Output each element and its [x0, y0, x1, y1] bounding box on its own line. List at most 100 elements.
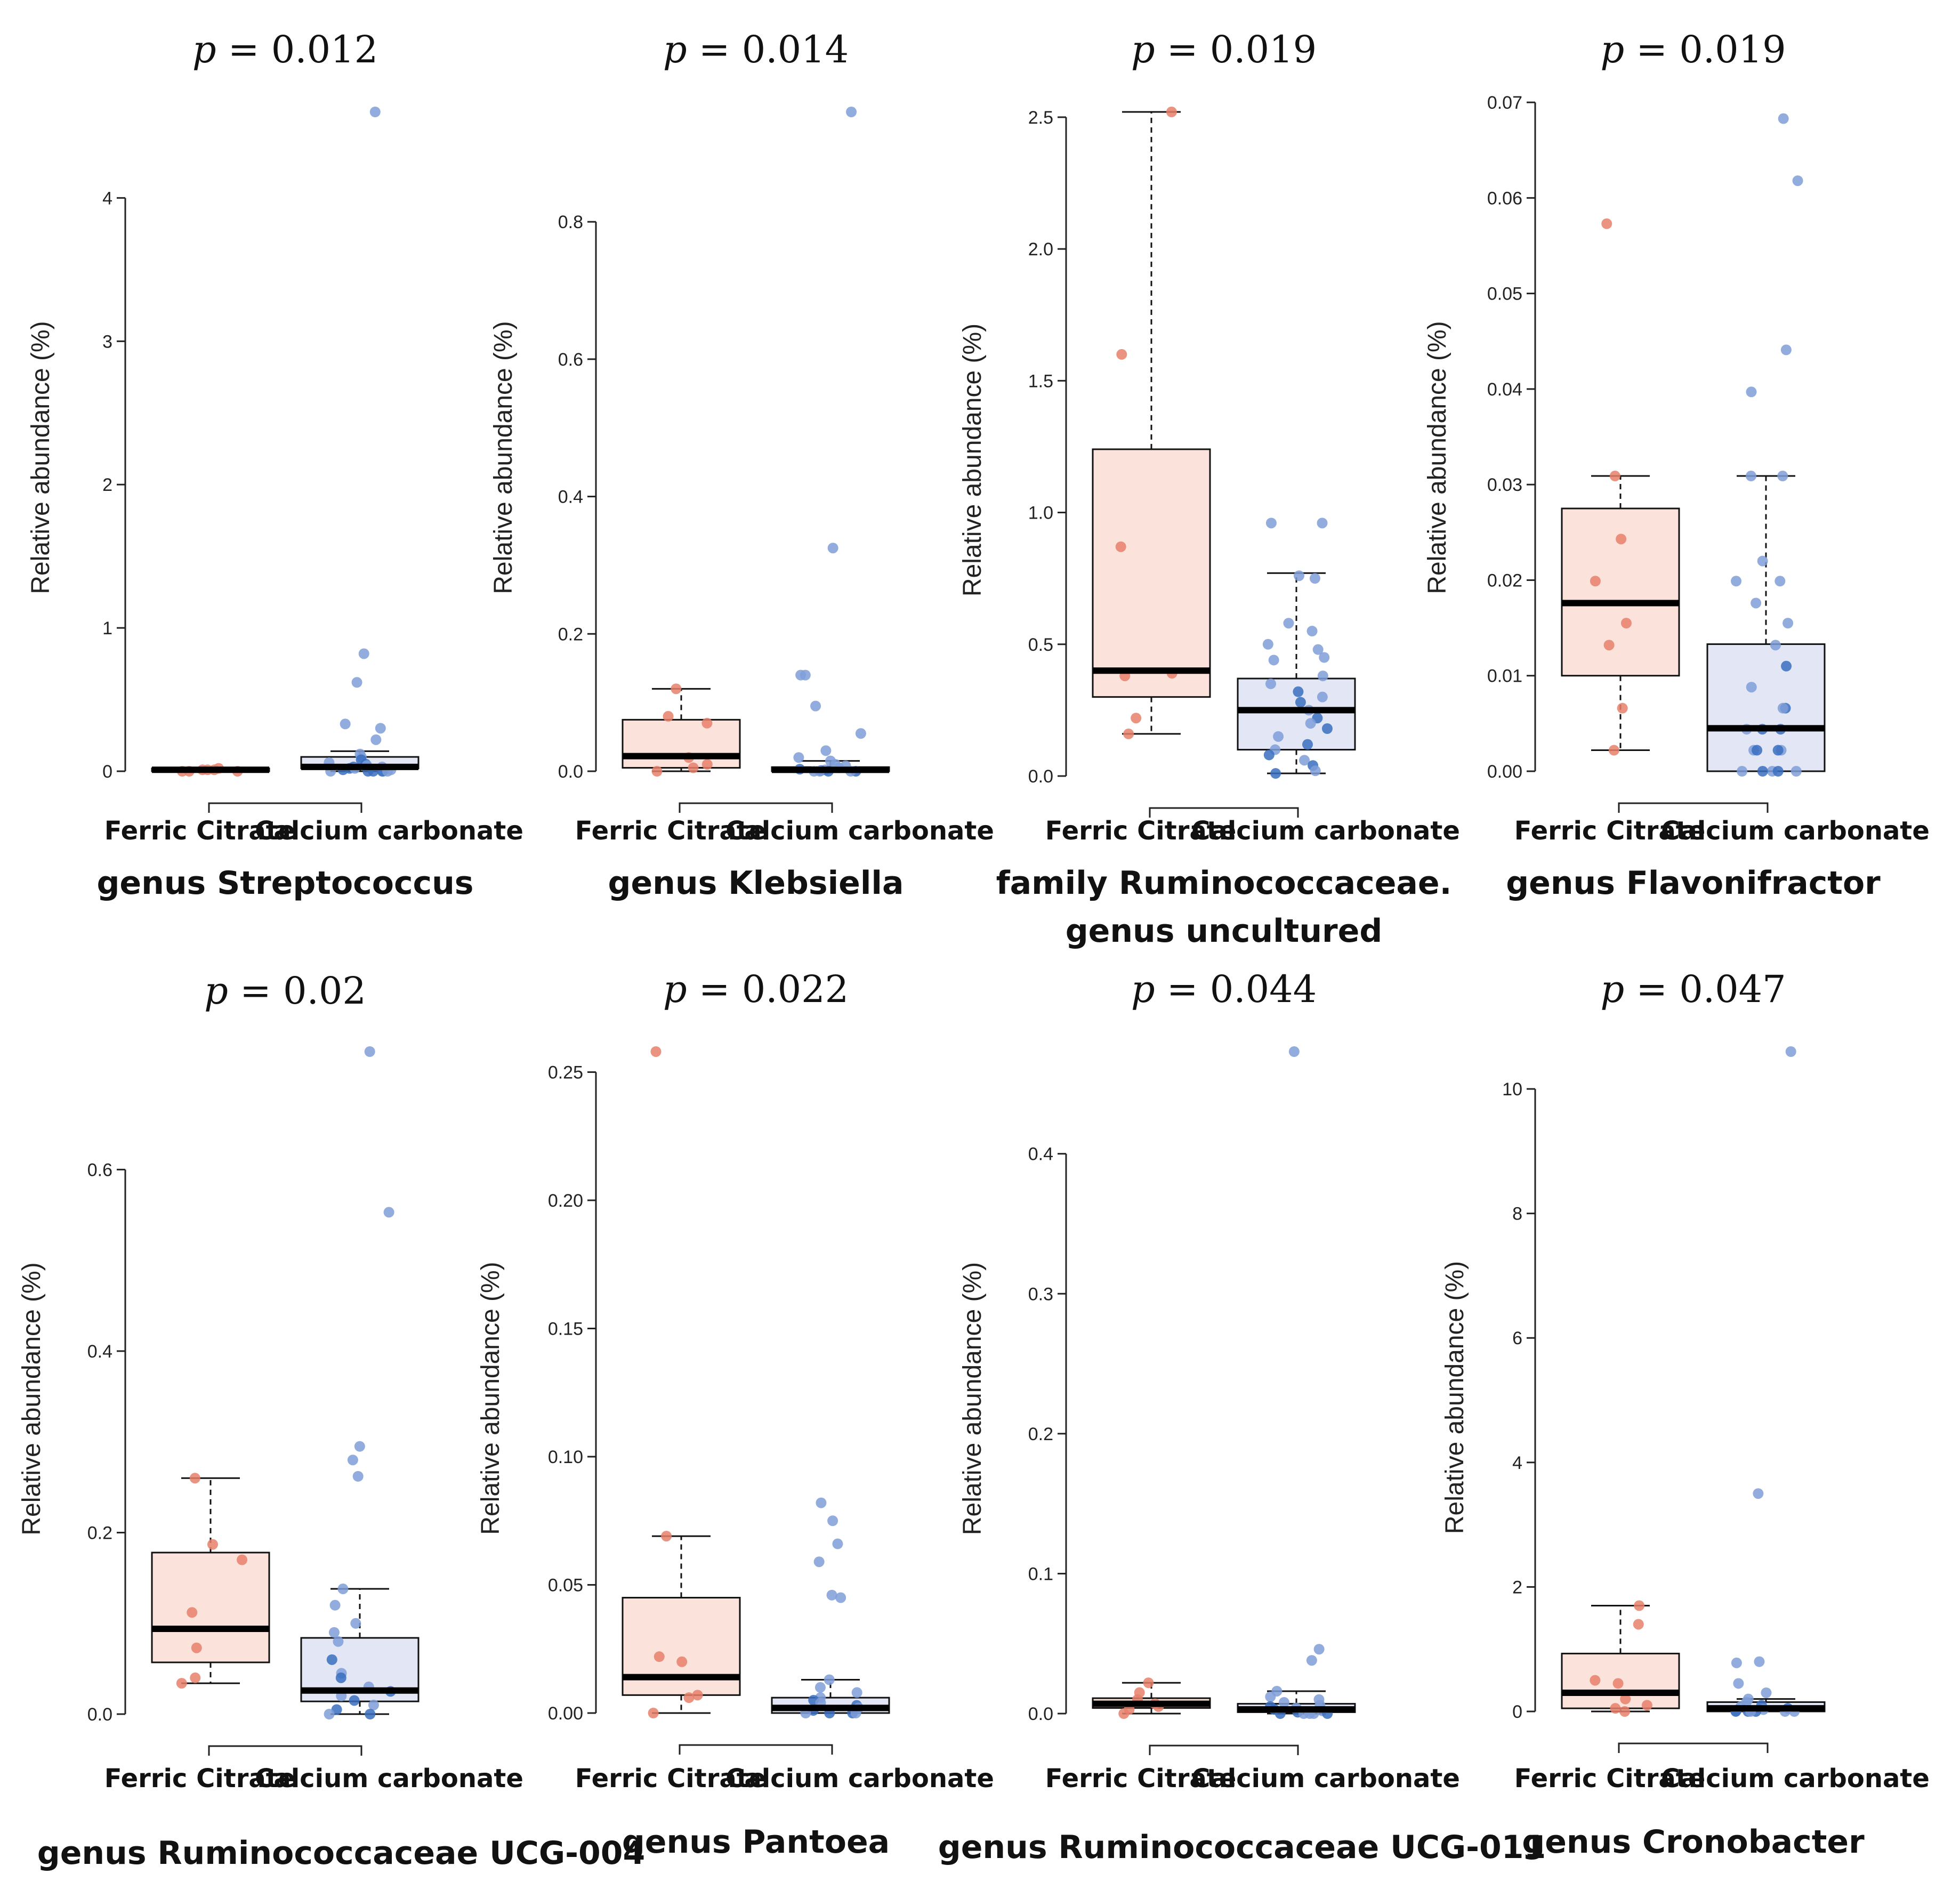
- x-category-label: Ferric Citrate: [1045, 1764, 1237, 1794]
- data-point: [176, 1678, 187, 1689]
- p-number: 0.014: [742, 28, 849, 71]
- data-point: [1772, 745, 1784, 756]
- p-symbol: p: [663, 967, 687, 1011]
- y-tick-label: 0.2: [1028, 1424, 1053, 1444]
- box-iqr: [1561, 507, 1680, 677]
- x-category-label: Calcium carbonate: [255, 816, 523, 846]
- data-point: [814, 1682, 826, 1693]
- data-point: [351, 677, 362, 688]
- box-ferric-citrate: [1561, 1600, 1680, 1717]
- y-tick-label: 4: [1512, 1453, 1522, 1473]
- data-point: [1620, 618, 1632, 629]
- data-point: [370, 734, 382, 745]
- y-tick-label: 0.8: [558, 212, 583, 232]
- p-equals: =: [1624, 28, 1679, 71]
- data-point: [1781, 660, 1792, 672]
- box-ferric-citrate: [151, 1473, 270, 1689]
- y-tick-label: 0.0: [87, 1705, 112, 1725]
- data-point: [375, 723, 386, 734]
- panel: p = 0.014 0.0 0.2 0.4 0.6 0.8 Relative abundan…: [489, 28, 994, 902]
- y-tick-label: 0: [102, 762, 112, 782]
- x-axis-bracket: [679, 802, 833, 813]
- data-point: [1751, 597, 1762, 609]
- panel-title: genus Cronobacter: [1522, 1823, 1865, 1861]
- data-point: [1608, 745, 1619, 756]
- p-symbol: p: [1131, 28, 1155, 71]
- data-point: [1612, 1678, 1624, 1689]
- y-axis-label: Relative abundance (%): [1441, 1261, 1469, 1534]
- data-point: [1761, 1687, 1772, 1698]
- data-point: [365, 1709, 376, 1719]
- data-point: [1603, 640, 1615, 651]
- data-point: [1306, 626, 1318, 637]
- y-tick-label: 1.0: [1028, 503, 1053, 523]
- y-tick-label: 0.5: [1028, 635, 1053, 655]
- data-point: [1790, 766, 1802, 777]
- data-point: [1634, 1600, 1645, 1611]
- p-equals: =: [687, 967, 742, 1011]
- data-point: [688, 762, 699, 773]
- box-ferric-citrate: [1092, 107, 1211, 739]
- data-point: [1746, 682, 1757, 693]
- p-number: 0.02: [283, 969, 366, 1013]
- box-iqr: [151, 1552, 270, 1663]
- y-tick-label: 2.0: [1028, 239, 1053, 260]
- p-equals: =: [1155, 967, 1210, 1011]
- data-point: [1273, 731, 1284, 742]
- data-point: [654, 1651, 665, 1662]
- y-tick-label: 0.2: [87, 1523, 112, 1543]
- y-axis-label: Relative abundance (%): [27, 321, 55, 594]
- data-point: [1288, 1046, 1300, 1057]
- data-point: [827, 543, 838, 554]
- y-tick-label: 0.0: [558, 762, 583, 782]
- panel-title: genus Ruminococcaceae UCG-004: [37, 1835, 646, 1872]
- data-point: [1278, 1697, 1289, 1708]
- data-point: [352, 1471, 364, 1482]
- y-tick-label: 0.00: [548, 1703, 583, 1724]
- data-point: [326, 1654, 337, 1665]
- x-category-label: Ferric Citrate: [104, 1764, 296, 1794]
- box-calcium-carbonate: [771, 1497, 890, 1718]
- data-point: [1118, 1708, 1130, 1719]
- y-tick-label: 0.4: [87, 1342, 112, 1362]
- data-point: [1115, 541, 1126, 552]
- data-point: [1770, 640, 1781, 651]
- data-point: [800, 669, 811, 681]
- y-tick-label: 2: [1512, 1577, 1522, 1597]
- panel-title: genus Ruminococcaceae UCG-011: [938, 1829, 1546, 1866]
- box-ferric-citrate: [1092, 1677, 1211, 1719]
- box-calcium-carbonate: [1237, 518, 1356, 779]
- data-point: [692, 1690, 703, 1701]
- data-point: [1782, 618, 1794, 629]
- box-ferric-citrate: [1561, 218, 1680, 756]
- data-point: [826, 1589, 837, 1601]
- y-tick-label: 0.01: [1487, 666, 1522, 686]
- y-tick-label: 0.4: [1028, 1144, 1053, 1165]
- box-iqr: [1706, 643, 1826, 772]
- p-number: 0.022: [742, 967, 849, 1011]
- x-category-label: Calcium carbonate: [725, 816, 994, 846]
- data-point: [328, 1627, 340, 1638]
- data-point: [1737, 766, 1748, 777]
- p-symbol: p: [1131, 967, 1155, 1011]
- data-point: [810, 700, 821, 712]
- box-ferric-citrate: [151, 763, 270, 777]
- y-axis-label: Relative abundance (%): [489, 321, 518, 594]
- y-axis-label: Relative abundance (%): [1423, 321, 1451, 594]
- y-tick-label: 0.6: [87, 1160, 112, 1180]
- data-point: [683, 1692, 695, 1703]
- y-tick-label: 0.4: [558, 487, 583, 507]
- panel: p = 0.019 0.0 0.5 1.0 1.5 2.0 2.5 Relative abun…: [958, 28, 1460, 950]
- panel-title: genus Streptococcus: [96, 865, 473, 902]
- y-tick-label: 0.0: [1028, 1704, 1053, 1724]
- data-point: [358, 648, 369, 659]
- data-point: [191, 1642, 202, 1653]
- data-point: [1321, 723, 1333, 734]
- panel-title: family Ruminococcaceae.: [996, 865, 1452, 902]
- data-point: [190, 1672, 201, 1683]
- data-point: [832, 1538, 843, 1549]
- y-tick-label: 2: [102, 475, 112, 495]
- data-point: [1752, 745, 1763, 756]
- data-point: [648, 1708, 659, 1718]
- p-number: 0.019: [1679, 28, 1786, 71]
